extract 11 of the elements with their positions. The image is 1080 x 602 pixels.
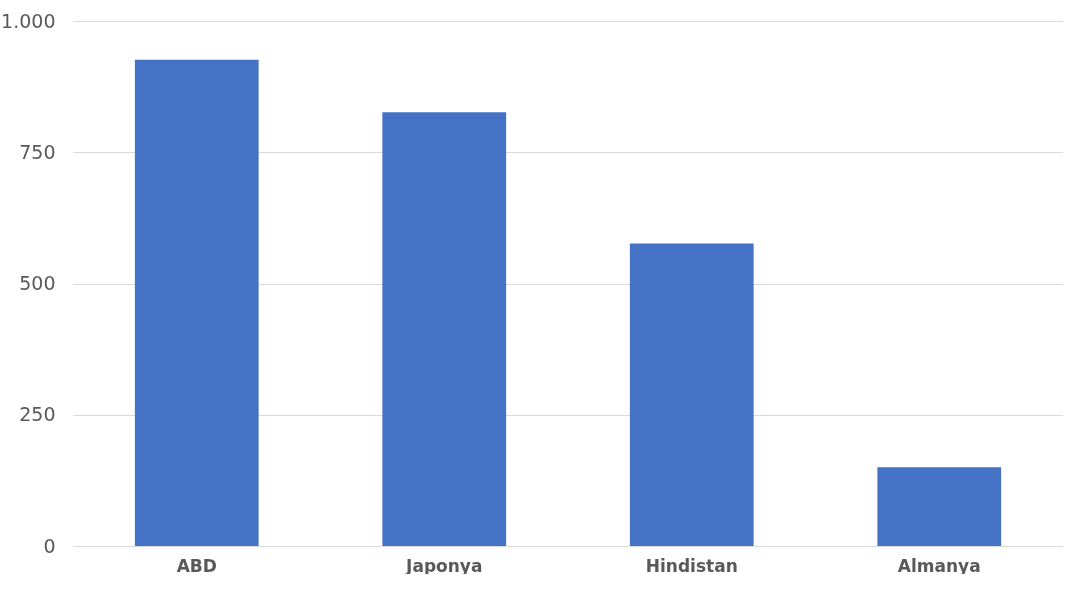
x-tick-label: ABD [176, 555, 217, 576]
bar [382, 112, 507, 546]
y-tick-label: 1.000 [1, 9, 56, 32]
x-tick-label: Hindistan [645, 555, 738, 576]
bar [629, 243, 754, 546]
bar [134, 59, 259, 546]
y-tick-label: 500 [19, 272, 56, 294]
bar [877, 467, 1002, 546]
y-tick-label: 750 [19, 140, 56, 163]
y-tick-label: 250 [19, 403, 56, 426]
y-tick-label: 0 [43, 534, 56, 557]
